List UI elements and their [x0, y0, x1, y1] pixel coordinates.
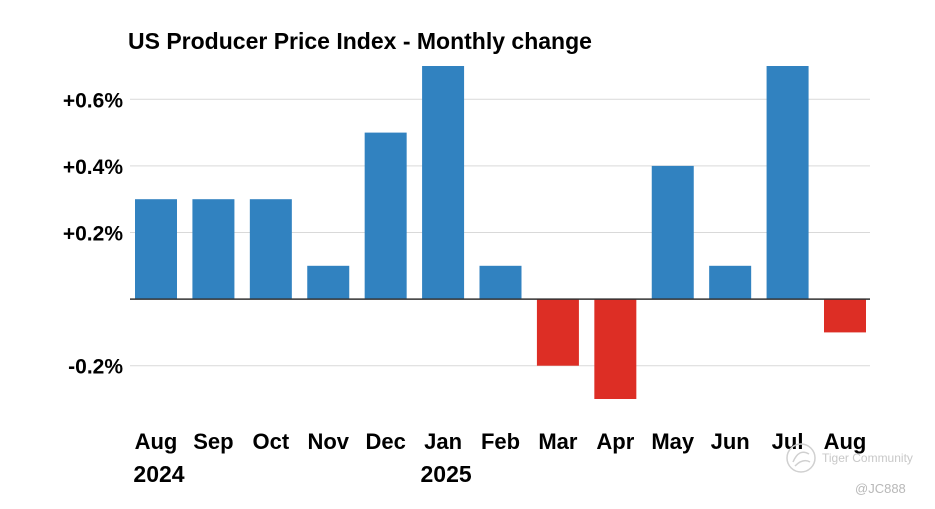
- x-tick-label: Mar: [538, 429, 578, 454]
- watermark: Tiger Community @JC888: [786, 443, 913, 496]
- x-tick-label: Jan: [424, 429, 462, 454]
- y-axis-ticks: +0.6% +0.4% +0.2% -0.2%: [63, 89, 123, 378]
- year-labels: 2024 2025: [133, 461, 471, 487]
- year-label: 2024: [133, 461, 184, 487]
- bar-mar-7: [536, 299, 579, 366]
- bar-jun-10: [709, 265, 752, 300]
- bar-aug-0: [135, 199, 177, 300]
- watermark-handle: @JC888: [855, 481, 906, 496]
- chart-title: US Producer Price Index - Monthly change: [128, 28, 592, 54]
- x-tick-label: Aug: [824, 429, 867, 454]
- year-label: 2025: [420, 461, 471, 487]
- x-tick-label: May: [651, 429, 695, 454]
- bar-aug-12: [824, 299, 866, 333]
- x-tick-label: Oct: [252, 429, 289, 454]
- x-tick-label: Dec: [365, 429, 405, 454]
- x-tick-label: Nov: [307, 429, 349, 454]
- x-tick-label: Apr: [596, 429, 634, 454]
- bar-nov-3: [307, 265, 350, 300]
- x-tick-label: Sep: [193, 429, 233, 454]
- bar-may-9: [651, 165, 694, 300]
- gridlines: [130, 98, 870, 367]
- watermark-brand: Tiger Community: [822, 451, 913, 465]
- y-tick-label: +0.6%: [63, 89, 123, 112]
- x-tick-label: Jul: [772, 429, 804, 454]
- y-tick-label: -0.2%: [68, 356, 123, 379]
- bar-jul-11: [766, 66, 809, 300]
- bar-sep-1: [192, 199, 235, 300]
- bar-feb-6: [479, 265, 522, 300]
- x-tick-label: Aug: [135, 429, 178, 454]
- x-axis-ticks: Aug Sep Oct Nov Dec Jan Feb Mar Apr May Jun Jul Aug: [135, 429, 867, 454]
- bar-oct-2: [249, 199, 292, 300]
- tiger-logo-icon: [786, 443, 816, 473]
- bar-apr-8: [594, 299, 637, 399]
- y-tick-label: +0.4%: [63, 156, 123, 179]
- bar-jan-5: [422, 66, 465, 300]
- x-tick-label: Feb: [481, 429, 520, 454]
- y-tick-label: +0.2%: [63, 223, 123, 246]
- bar-dec-4: [364, 132, 407, 300]
- x-tick-label: Jun: [711, 429, 750, 454]
- bars: [135, 66, 866, 399]
